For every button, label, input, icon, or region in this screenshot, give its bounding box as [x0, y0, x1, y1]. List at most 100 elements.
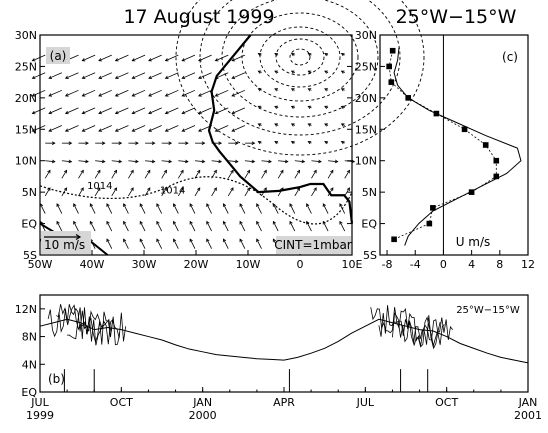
- wind-vector-shaft: [206, 238, 212, 249]
- u-profile-ytick-label: 30N: [355, 29, 377, 42]
- wind-vector-head: [235, 141, 239, 145]
- wind-vector-head: [268, 159, 272, 164]
- wind-vector-shaft: [181, 107, 196, 114]
- wind-vector-shaft: [306, 203, 312, 214]
- map-ytick-label: 5N: [22, 186, 37, 199]
- wind-vector-head: [68, 159, 73, 164]
- wind-vector-head: [118, 159, 123, 164]
- wind-vector-shaft: [115, 107, 129, 114]
- wind-vector-shaft: [44, 187, 51, 197]
- wind-vector: [261, 187, 267, 197]
- pressure-contour: [221, 0, 379, 118]
- wind-vector-head: [284, 159, 289, 164]
- wind-vector-head: [31, 58, 36, 62]
- wind-vector: [89, 220, 96, 232]
- wind-vector: [324, 88, 329, 92]
- wind-vector: [257, 105, 262, 110]
- wind-vector: [206, 220, 212, 232]
- wind-vector-shaft: [206, 203, 212, 214]
- wind-vector-shaft: [223, 221, 229, 232]
- wind-vectors: [31, 53, 356, 249]
- wind-vector-head: [206, 238, 210, 243]
- wind-vector: [48, 125, 63, 132]
- wind-vector-head: [106, 238, 110, 243]
- wind-vector-head: [263, 187, 267, 191]
- wind-vector-shaft: [48, 89, 63, 97]
- wind-vector-shaft: [194, 187, 201, 197]
- wind-vector-head: [163, 169, 167, 174]
- wind-vector: [164, 89, 179, 97]
- wind-vector-head: [64, 128, 69, 132]
- wind-vector: [278, 159, 289, 164]
- wind-vector-shaft: [227, 187, 234, 197]
- wind-vector-shaft: [132, 72, 146, 79]
- wind-vector-head: [231, 128, 236, 132]
- wind-vector-head: [196, 187, 201, 191]
- wind-vector: [274, 141, 279, 145]
- u-profile-point: [386, 63, 392, 70]
- wind-vector-head: [135, 159, 139, 164]
- wind-vector: [189, 238, 196, 249]
- wind-vector-head: [257, 141, 262, 145]
- wind-vector: [340, 53, 345, 57]
- wind-vector: [324, 70, 329, 74]
- wind-vector-head: [114, 58, 119, 62]
- wind-vector: [228, 141, 239, 145]
- wind-vector: [194, 159, 206, 164]
- wind-vector-head: [31, 110, 36, 115]
- wind-vector-head: [346, 169, 350, 174]
- wind-vector-shaft: [45, 160, 55, 163]
- wind-vector-shaft: [61, 187, 67, 197]
- wind-vector-shaft: [311, 170, 317, 179]
- wind-vector-head: [81, 128, 86, 132]
- wind-vector-head: [274, 53, 278, 57]
- wind-vector-head: [257, 88, 262, 92]
- wind-vector: [81, 54, 96, 62]
- wind-vector-head: [48, 128, 53, 132]
- wind-vector: [173, 220, 179, 232]
- wind-vector-head: [131, 128, 136, 132]
- wind-vector: [181, 89, 196, 97]
- wind-vector: [198, 125, 212, 132]
- wind-vector-shaft: [239, 221, 246, 232]
- wind-vector-head: [307, 88, 312, 92]
- wind-vector-head: [301, 159, 306, 164]
- timeseries-xtick-label: OCT: [435, 396, 458, 409]
- wind-vector-head: [135, 141, 139, 145]
- wind-vector-shaft: [215, 89, 229, 97]
- wind-vector-shaft: [215, 72, 229, 79]
- wind-vector: [31, 72, 46, 79]
- wind-vector: [324, 123, 329, 127]
- wind-vector: [78, 159, 89, 164]
- map-ytick-label: 25N: [15, 60, 37, 73]
- u-profile-xtick-label: 4: [468, 258, 475, 271]
- wind-vector: [173, 203, 179, 214]
- wind-vector: [45, 141, 56, 145]
- wind-vector-head: [168, 141, 173, 145]
- wind-vector: [274, 70, 279, 74]
- timeseries-ytick-label: 4N: [22, 358, 37, 371]
- wind-vector-shaft: [148, 54, 162, 62]
- wind-vector: [48, 89, 63, 97]
- wind-vector: [128, 141, 139, 145]
- wind-vector: [139, 238, 146, 249]
- wind-vector: [274, 88, 279, 92]
- wind-vector-head: [322, 203, 326, 207]
- wind-vector-head: [339, 220, 343, 225]
- wind-vector: [156, 238, 163, 249]
- wind-vector-head: [290, 141, 295, 145]
- wind-vector-head: [63, 187, 68, 191]
- wind-vector: [272, 220, 279, 232]
- u-profile-point: [430, 205, 436, 211]
- wind-vector-shaft: [128, 170, 134, 179]
- wind-vector-head: [274, 123, 278, 127]
- map-ytick-label: 10N: [15, 155, 37, 168]
- wind-vector: [214, 107, 229, 115]
- wind-vector-head: [31, 93, 36, 97]
- wind-vector: [148, 72, 162, 79]
- wind-vector: [256, 238, 262, 249]
- wind-vector: [294, 159, 306, 164]
- wind-vector-head: [239, 203, 243, 207]
- wind-vector-head: [246, 187, 251, 191]
